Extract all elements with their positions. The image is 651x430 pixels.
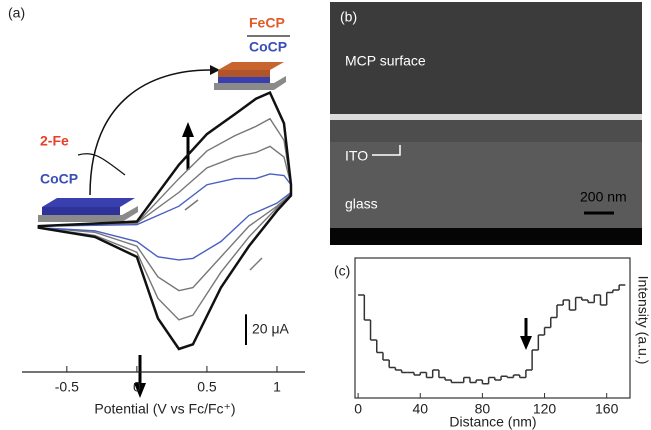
- x-tick-label: -0.5: [55, 379, 79, 395]
- panel-label: (c): [334, 263, 350, 279]
- reagent-arrow: [77, 153, 126, 176]
- blue-layer-side: [218, 77, 270, 83]
- substrate: [38, 206, 138, 222]
- x-tick-label: 40: [412, 401, 428, 417]
- x-tick-label: 0: [133, 379, 141, 395]
- scale-bar-label: 20 μA: [252, 320, 290, 336]
- cv-curve: [38, 117, 292, 321]
- schematics: [38, 35, 532, 398]
- x-axis-title: Potential (V vs Fc/Fc⁺): [94, 401, 235, 417]
- cv-curve: [37, 90, 293, 351]
- plot-frame: [354, 257, 631, 399]
- sem-scale-label: 200 nm: [580, 189, 627, 205]
- annotation: 2-Fe: [40, 133, 69, 149]
- sem-label: ITO: [345, 148, 368, 164]
- blue-layer: [42, 198, 135, 207]
- annotation: FeCP: [249, 15, 285, 31]
- x-tick-label: 1: [273, 379, 281, 395]
- x-tick-label: 120: [533, 401, 557, 417]
- orange-layer-side: [218, 70, 270, 77]
- cv-curve: [38, 173, 292, 261]
- arrow-head: [182, 122, 194, 137]
- orange-layer: [218, 62, 284, 70]
- arrow-head: [520, 336, 532, 350]
- x-tick-label: 80: [475, 401, 491, 417]
- annotation: CoCP: [249, 39, 287, 55]
- panel-label: (a): [8, 5, 25, 21]
- arrow-head: [134, 383, 146, 398]
- substrate: [214, 76, 286, 90]
- sem-label: MCP surface: [345, 53, 426, 69]
- ito-pointer: [372, 145, 401, 156]
- sem-band: [330, 114, 642, 120]
- sem-surface: [330, 2, 642, 114]
- annotation: CoCP: [40, 171, 78, 187]
- sem-info-bar: [330, 228, 642, 245]
- sem-label: glass: [345, 196, 378, 212]
- y-axis-title: Intensity (a.u.): [635, 276, 651, 365]
- x-tick-label: 0.5: [197, 379, 217, 395]
- x-axis-title: Distance (nm): [449, 414, 536, 430]
- blue-layer-side: [42, 207, 120, 215]
- arrow-head: [210, 65, 220, 75]
- scan-arrow: [249, 257, 263, 271]
- x-tick-label: 160: [595, 401, 619, 417]
- scan-arrow: [184, 199, 199, 211]
- panel-label: (b): [340, 9, 357, 25]
- x-tick-label: 0: [354, 401, 362, 417]
- sem-ito: [330, 120, 642, 142]
- reaction-arrow: [89, 69, 211, 196]
- sem-image: (b) MCP surface ITO glass 200 nm: [330, 2, 642, 245]
